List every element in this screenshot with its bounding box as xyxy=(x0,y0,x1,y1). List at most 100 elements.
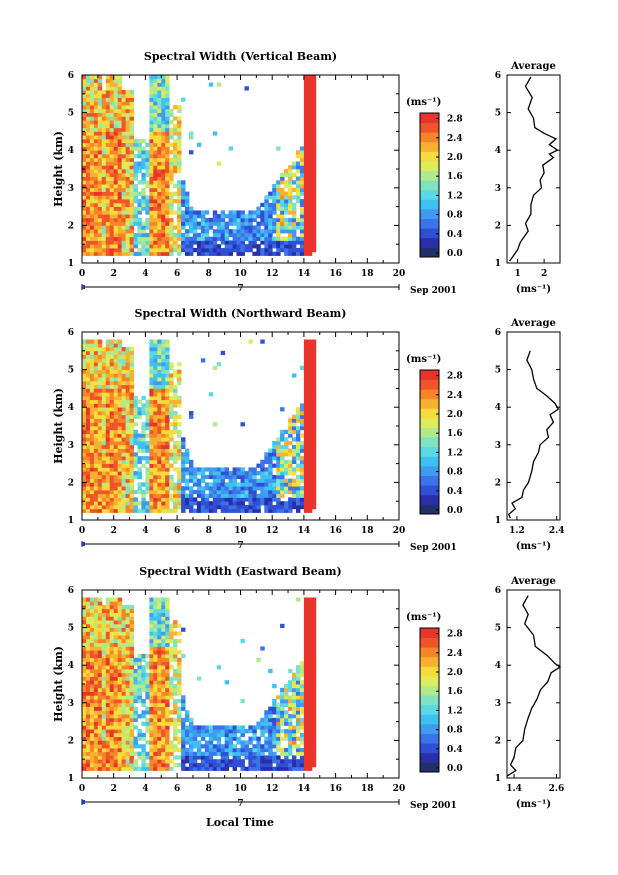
heatmap-cell xyxy=(165,669,170,674)
heatmap-cell xyxy=(264,729,269,734)
heatmap-cell xyxy=(307,691,313,696)
heatmap-cell xyxy=(292,202,297,207)
heatmap-cell xyxy=(288,251,293,256)
heatmap-cell xyxy=(101,414,107,419)
heatmap-cell xyxy=(248,240,253,245)
heatmap-cell xyxy=(82,392,87,397)
heatmap-cell xyxy=(248,501,253,506)
heatmap-cell xyxy=(97,418,103,423)
heatmap-cell xyxy=(169,199,174,204)
heatmap-cell xyxy=(173,650,178,655)
heatmap-cell xyxy=(141,429,146,434)
heatmap-cell xyxy=(89,176,95,181)
heatmap-cell xyxy=(121,444,126,449)
heatmap-cell xyxy=(82,459,87,464)
heatmap-cell xyxy=(284,240,289,245)
heatmap-cell xyxy=(149,486,154,491)
heatmap-cell xyxy=(125,210,130,215)
heatmap-cell xyxy=(280,214,285,219)
heatmap-cell xyxy=(93,672,99,677)
heatmap-cell xyxy=(296,448,301,453)
heatmap-cell xyxy=(129,732,134,738)
heatmap-cell xyxy=(153,142,158,147)
heatmap-cell xyxy=(208,744,214,749)
heatmap-cell xyxy=(208,474,214,480)
heatmap-cell xyxy=(113,195,119,200)
heatmap-cell xyxy=(303,384,309,389)
heatmap-cell xyxy=(125,646,130,651)
heatmap-cell xyxy=(82,642,87,647)
heatmap-cell xyxy=(280,433,285,438)
heatmap-cell xyxy=(307,448,313,453)
heatmap-cell xyxy=(97,350,103,355)
heatmap-cell xyxy=(125,459,130,464)
heatmap-cell xyxy=(177,422,182,427)
heatmap-cell xyxy=(129,414,134,419)
heatmap-cell xyxy=(125,759,130,764)
heatmap-cell xyxy=(200,763,206,768)
heatmap-cell xyxy=(288,418,293,423)
heatmap-cell xyxy=(153,414,158,419)
heatmap-cell xyxy=(292,229,297,234)
heatmap-cell xyxy=(161,221,166,226)
heatmap-cell xyxy=(93,717,99,722)
heatmap-cell xyxy=(86,508,91,513)
heatmap-cell xyxy=(125,120,130,125)
heatmap-cell xyxy=(284,721,289,726)
heatmap-cell xyxy=(109,597,115,602)
heatmap-cell xyxy=(181,221,186,226)
heatmap-cell xyxy=(82,732,87,738)
heatmap-cell xyxy=(101,176,107,181)
heatmap-cell xyxy=(105,392,111,397)
heatmap-cell xyxy=(149,747,154,753)
heatmap-cell xyxy=(86,407,91,412)
heatmap-cell xyxy=(93,608,99,613)
heatmap-cell xyxy=(121,157,126,162)
heatmap-cell xyxy=(181,474,186,480)
heatmap-cell xyxy=(101,687,107,692)
heatmap-cell xyxy=(157,354,162,359)
heatmap-cell xyxy=(109,680,115,685)
heatmap-cell xyxy=(97,339,103,344)
heatmap-cell xyxy=(141,180,146,185)
heatmap-cell xyxy=(117,729,123,734)
heatmap-cell xyxy=(311,377,317,382)
heatmap-cell xyxy=(149,710,154,715)
heatmap-cell xyxy=(244,744,249,749)
heatmap-cell xyxy=(149,157,154,162)
heatmap-cell xyxy=(121,489,126,495)
heatmap-cell xyxy=(117,714,123,719)
heatmap-cell xyxy=(185,202,190,207)
heatmap-cell xyxy=(276,452,281,457)
heatmap-cell xyxy=(232,236,237,241)
heatmap-cell xyxy=(141,702,146,707)
colorbar-tick-label: 0.0 xyxy=(447,249,463,259)
heatmap-cell xyxy=(311,501,317,506)
heatmap-cell xyxy=(82,699,87,704)
heatmap-cell xyxy=(121,755,126,760)
heatmap-cell xyxy=(101,763,107,768)
heatmap-cell xyxy=(303,142,309,147)
colorbar-swatch xyxy=(420,398,439,409)
heatmap-cell xyxy=(307,407,313,412)
heatmap-cell xyxy=(165,627,170,632)
heatmap-cell xyxy=(153,358,158,363)
heatmap-cell xyxy=(82,702,87,707)
heatmap-cell xyxy=(208,482,214,487)
heatmap-cell xyxy=(113,418,119,423)
heatmap-cell xyxy=(157,392,162,397)
heatmap-cell xyxy=(299,702,305,707)
heatmap-cell xyxy=(299,180,305,185)
heatmap-cell xyxy=(292,240,297,245)
heatmap-cell xyxy=(288,463,293,468)
heatmap-cell xyxy=(113,463,119,468)
heatmap-cell xyxy=(303,206,309,211)
heatmap-cell xyxy=(161,631,166,636)
heatmap-cell xyxy=(299,740,305,745)
heatmap-cell xyxy=(89,380,95,386)
heatmap-cell xyxy=(86,105,91,110)
heatmap-cell xyxy=(240,214,245,219)
heatmap-cell xyxy=(149,180,154,185)
heatmap-cell xyxy=(82,120,87,125)
heatmap-cell xyxy=(113,744,119,749)
